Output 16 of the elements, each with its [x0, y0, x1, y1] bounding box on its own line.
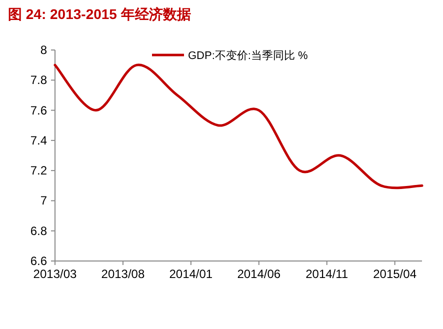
y-tick-label: 7.8	[30, 73, 48, 88]
y-tick-label: 7	[40, 194, 48, 208]
x-tick-label: 2015/04	[373, 267, 417, 281]
x-tick-label: 2014/01	[169, 267, 213, 281]
y-tick-label: 6.8	[30, 224, 48, 238]
y-tick-label: 7.2	[30, 164, 48, 178]
y-tick-label: 8	[40, 43, 48, 57]
y-tick-label: 6.6	[30, 254, 48, 268]
x-tick-label: 2014/06	[237, 267, 281, 281]
chart-title: 图 24: 2013-2015 年经济数据	[8, 6, 191, 22]
y-tick-label: 7.4	[30, 133, 48, 148]
legend-label: GDP:不变价:当季同比 %	[188, 49, 308, 62]
y-tick-label: 7.6	[30, 103, 48, 118]
x-tick-label: 2013/03	[33, 267, 78, 281]
x-tick-label: 2014/11	[306, 267, 348, 281]
x-tick-label: 2013/08	[101, 267, 145, 281]
